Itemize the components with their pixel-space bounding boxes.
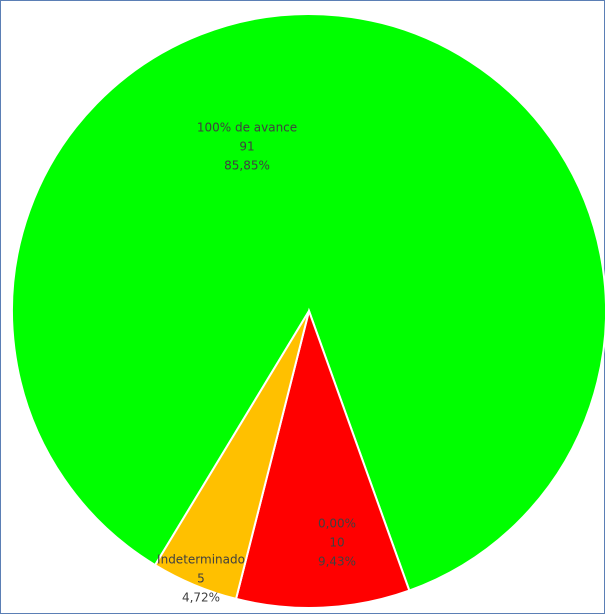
pie-slice	[153, 310, 310, 601]
slice-percent-label: 85,85%	[224, 159, 270, 173]
slice-value-label: 5	[197, 572, 205, 586]
slice-category-label: Indeterminado	[157, 553, 245, 567]
slice-percent-label: 4,72%	[182, 591, 220, 605]
slice-percent-label: 9,43%	[318, 555, 356, 569]
pie-slice	[234, 307, 411, 609]
slice-value-label: 91	[239, 140, 254, 154]
slice-category-label: 0,00%	[318, 517, 356, 531]
slice-value-label: 10	[329, 536, 344, 550]
pie-slice	[11, 13, 605, 592]
slice-category-label: 100% de avance	[197, 121, 297, 135]
